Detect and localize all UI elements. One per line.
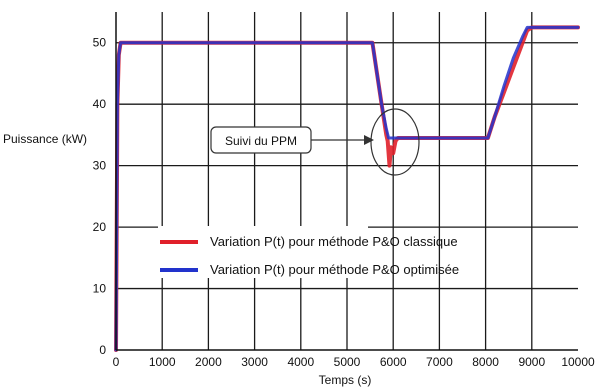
y-tick-label: 10 [93, 282, 107, 296]
y-tick-label: 0 [99, 343, 106, 357]
y-tick-label: 50 [93, 36, 107, 50]
annotation: Suivi du PPM [210, 108, 420, 176]
x-tick-label: 5000 [334, 355, 361, 369]
x-tick-label: 9000 [518, 355, 545, 369]
axes [115, 12, 578, 351]
x-tick-label: 4000 [287, 355, 314, 369]
x-tick-label: 7000 [426, 355, 453, 369]
annotation-ellipse [370, 108, 420, 176]
x-tick-label: 10000 [561, 355, 595, 369]
legend-label-optimised: Variation P(t) pour méthode P&O optimisé… [210, 262, 459, 277]
y-tick-labels: 0 10 20 30 40 50 [93, 36, 107, 357]
x-tick-label: 8000 [472, 355, 499, 369]
series-line-optimised [114, 25, 580, 352]
legend-label-classic: Variation P(t) pour méthode P&O classiqu… [210, 234, 458, 249]
y-tick-label: 30 [93, 159, 107, 173]
legend: Variation P(t) pour méthode P&O classiqu… [158, 226, 459, 278]
x-tick-label: 3000 [241, 355, 268, 369]
x-tick-label: 1000 [149, 355, 176, 369]
y-axis-label: Puissance (kW) [3, 132, 87, 146]
grid [116, 12, 578, 350]
x-tick-label: 0 [113, 355, 120, 369]
annotation-label: Suivi du PPM [225, 134, 297, 148]
annotation-arrowhead [364, 135, 374, 145]
plot-lines [114, 25, 580, 352]
x-tick-labels: 0 1000 2000 3000 4000 5000 6000 7000 8000 9000 100… [113, 355, 595, 369]
y-tick-label: 20 [93, 220, 107, 234]
x-axis-label: Temps (s) [319, 373, 372, 387]
y-tick-label: 40 [93, 97, 107, 111]
x-tick-label: 2000 [195, 355, 222, 369]
x-tick-label: 6000 [380, 355, 407, 369]
